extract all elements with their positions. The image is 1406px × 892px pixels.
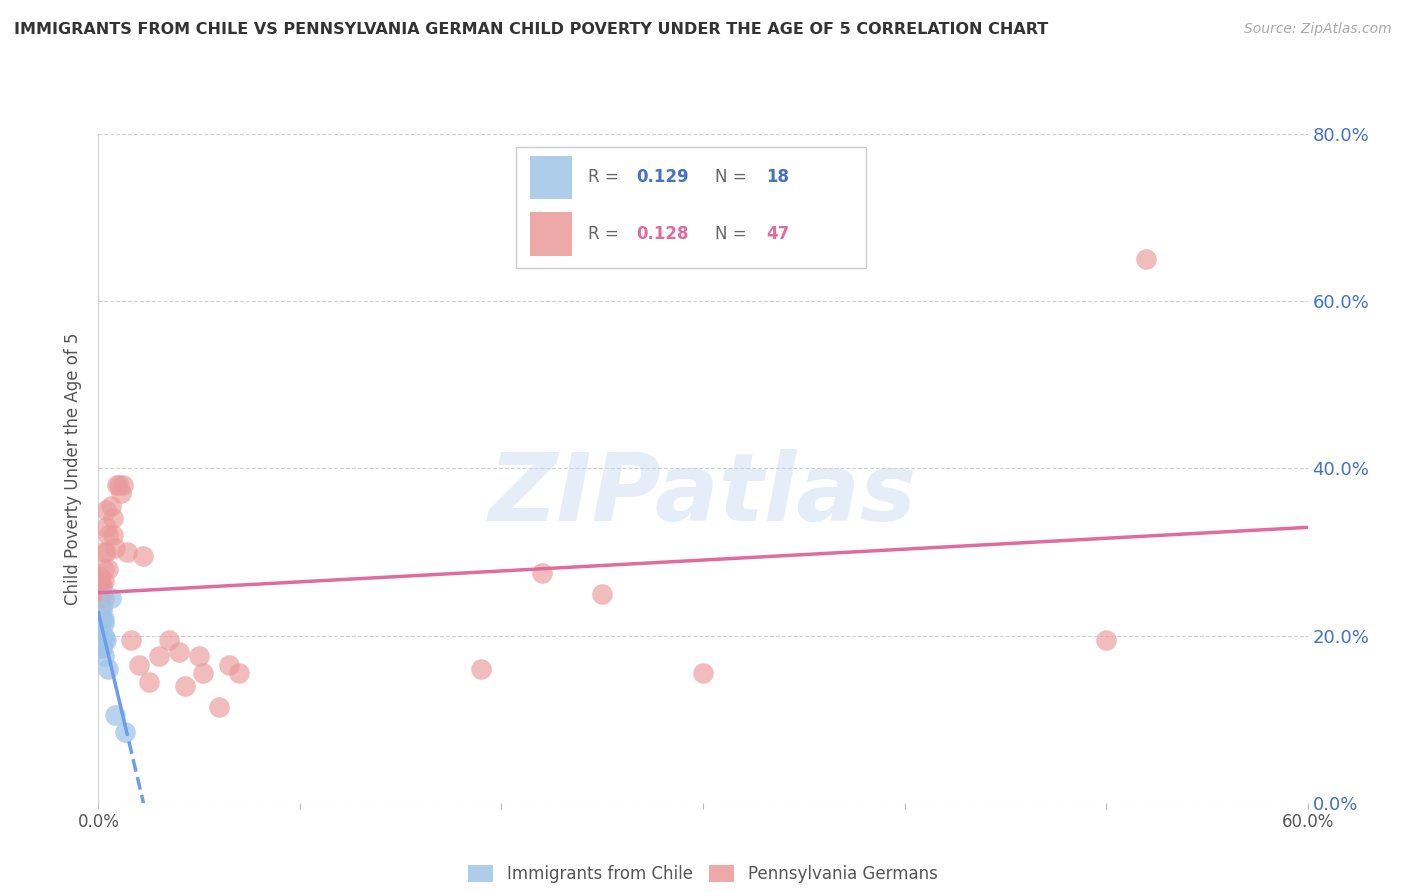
Text: ZIPatlas: ZIPatlas	[489, 449, 917, 541]
Text: N =: N =	[716, 225, 752, 244]
Point	[93, 649, 115, 664]
Y-axis label: Child Poverty Under the Age of 5: Child Poverty Under the Age of 5	[65, 332, 83, 605]
Point	[91, 603, 114, 617]
Point	[96, 503, 118, 517]
Point	[91, 641, 114, 656]
Point	[93, 545, 115, 559]
Point	[218, 657, 240, 672]
Point	[89, 612, 111, 626]
Point	[97, 528, 120, 542]
Point	[470, 662, 492, 676]
Point	[97, 562, 120, 576]
Point	[101, 528, 124, 542]
Text: 47: 47	[766, 225, 789, 244]
Legend: Immigrants from Chile, Pennsylvania Germans: Immigrants from Chile, Pennsylvania Germ…	[461, 858, 945, 889]
Bar	[530, 212, 572, 256]
Point	[91, 637, 114, 651]
Point	[96, 632, 118, 647]
Point	[91, 612, 114, 626]
Text: 0.129: 0.129	[637, 169, 689, 186]
Point	[103, 541, 125, 555]
Point	[89, 632, 111, 647]
Point	[89, 570, 111, 584]
Point	[93, 628, 115, 642]
Point	[89, 612, 111, 626]
Point	[91, 641, 114, 656]
Point	[167, 645, 190, 659]
Point	[93, 615, 115, 630]
Point	[93, 632, 115, 647]
Point	[101, 511, 124, 525]
Point	[148, 649, 170, 664]
Point	[91, 599, 114, 614]
Point	[93, 612, 115, 626]
FancyBboxPatch shape	[516, 147, 866, 268]
Point	[1135, 252, 1157, 267]
Point	[110, 486, 132, 500]
Point	[174, 679, 197, 693]
Point	[100, 499, 122, 513]
Point	[93, 562, 115, 576]
Point	[114, 724, 136, 739]
Point	[93, 574, 115, 589]
Text: R =: R =	[588, 225, 624, 244]
Point	[692, 666, 714, 681]
Text: 18: 18	[766, 169, 789, 186]
Point	[93, 591, 115, 605]
Point	[89, 628, 111, 642]
Point	[96, 545, 118, 559]
Text: 0.128: 0.128	[637, 225, 689, 244]
Point	[107, 478, 129, 492]
Point	[132, 549, 155, 563]
Point	[128, 657, 150, 672]
Point	[530, 566, 553, 580]
Point	[120, 632, 142, 647]
Point	[105, 478, 128, 492]
Point	[91, 578, 114, 592]
Point	[208, 699, 231, 714]
Point	[193, 666, 215, 681]
Point	[89, 574, 111, 589]
Point	[90, 615, 112, 630]
Point	[1095, 632, 1118, 647]
Bar	[530, 155, 572, 199]
Point	[188, 649, 211, 664]
Point	[591, 587, 613, 601]
Point	[96, 520, 118, 534]
Point	[157, 632, 180, 647]
Text: Source: ZipAtlas.com: Source: ZipAtlas.com	[1244, 22, 1392, 37]
Point	[228, 666, 250, 681]
Text: R =: R =	[588, 169, 624, 186]
Point	[90, 578, 112, 592]
Text: N =: N =	[716, 169, 752, 186]
Point	[115, 545, 138, 559]
Point	[91, 587, 114, 601]
Point	[111, 478, 134, 492]
Text: IMMIGRANTS FROM CHILE VS PENNSYLVANIA GERMAN CHILD POVERTY UNDER THE AGE OF 5 CO: IMMIGRANTS FROM CHILE VS PENNSYLVANIA GE…	[14, 22, 1049, 37]
Point	[138, 674, 160, 689]
Point	[97, 662, 120, 676]
Point	[100, 591, 122, 605]
Point	[91, 612, 114, 626]
Point	[89, 591, 111, 605]
Point	[103, 708, 125, 723]
